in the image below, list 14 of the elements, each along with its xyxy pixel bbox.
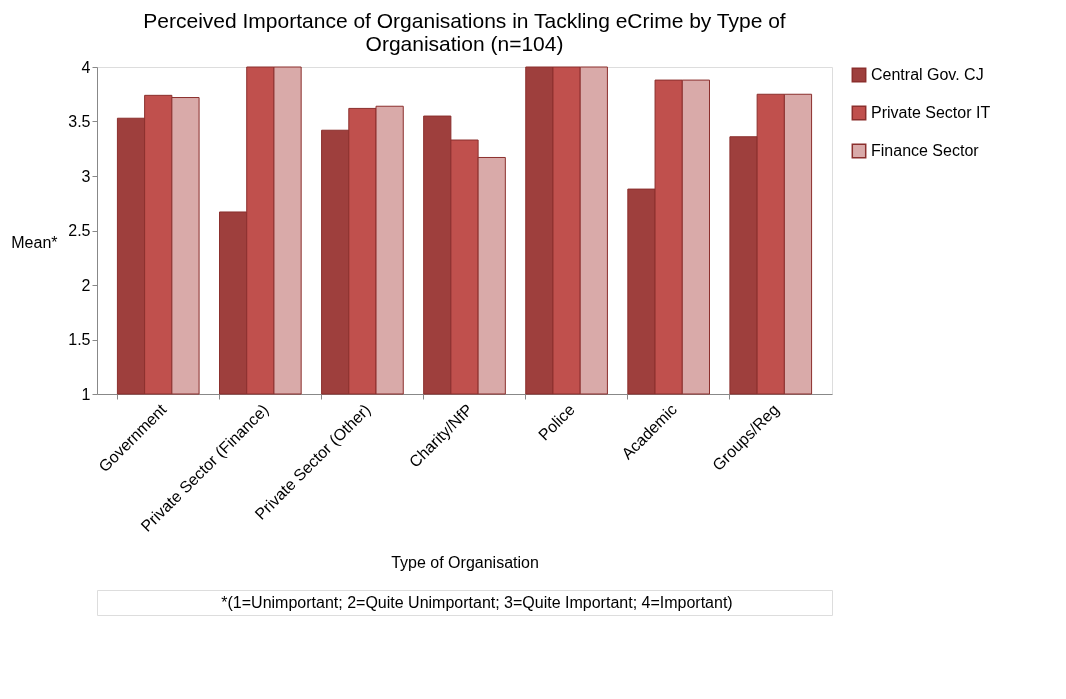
y-tick-label: 4 <box>81 58 91 76</box>
legend-label: Private Sector IT <box>871 104 991 121</box>
x-axis-title: Type of Organisation <box>391 553 539 571</box>
y-tick-label: 2.5 <box>68 222 91 239</box>
y-tick-label: 2 <box>81 276 91 294</box>
chart-title: Perceived Importance of Organisations in Tackling eCrime by Type of Organisation (n=104) <box>143 9 786 55</box>
y-tick-label: 3.5 <box>68 113 91 130</box>
y-tick-label: 1.5 <box>68 331 91 348</box>
text: *(1=Unimportant; 2=Quite Unimportant; 3=Quite Important; 4=Important) <box>221 593 733 611</box>
legend-label: Finance Sector <box>871 142 980 159</box>
legend-label: Central Gov. CJ <box>871 66 984 83</box>
y-tick-label: 1 <box>81 385 91 403</box>
y-axis-title: Mean* <box>11 233 58 251</box>
y-tick-label: 3 <box>81 167 91 185</box>
